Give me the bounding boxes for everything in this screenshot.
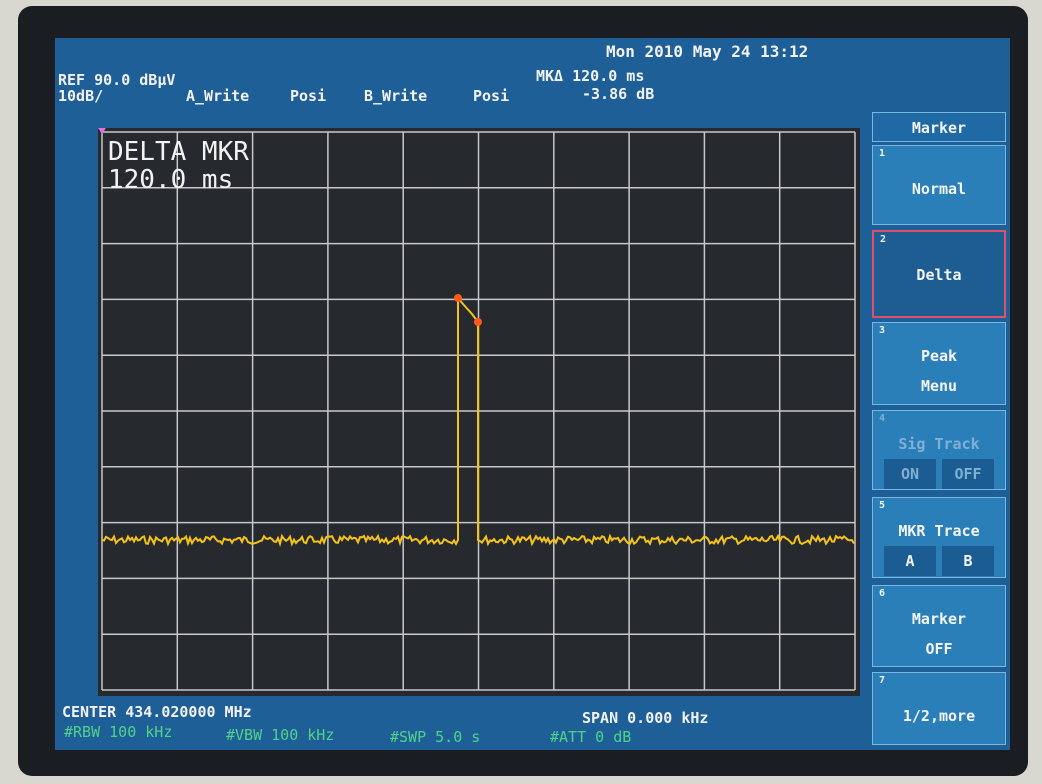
marker-delta-point — [474, 318, 482, 326]
trace-b-mode: Posi — [473, 87, 510, 105]
sweep: #SWP 5.0 s — [390, 728, 481, 746]
rbw: #RBW 100 kHz — [64, 723, 173, 741]
attenuation: #ATT 0 dB — [550, 728, 632, 746]
softkey[interactable]: 7 1/2,more — [872, 672, 1006, 745]
softkey[interactable]: 3 Peak Menu — [872, 322, 1006, 405]
softkey-number: 7 — [879, 675, 886, 686]
vbw: #VBW 100 kHz — [226, 726, 335, 744]
softkey-option: OFF — [942, 459, 994, 489]
softkey-label: MKR Trace A B — [873, 498, 1005, 576]
softkey-number: 1 — [879, 148, 886, 159]
softkey-line: Menu — [920, 377, 958, 395]
softkey-line: OFF — [925, 640, 953, 658]
marker-title: DELTA MKR — [108, 137, 249, 167]
softkey-label: Sig Track ON OFF — [873, 411, 1005, 489]
softkey[interactable]: 5 MKR Trace A B — [872, 497, 1006, 578]
softkey[interactable]: 6 Marker OFF — [872, 585, 1006, 667]
marker-delta: MKΔ 120.0 ms — [536, 67, 645, 85]
softkey[interactable]: 2 Delta — [872, 230, 1006, 318]
marker-level: -3.86 dB — [582, 85, 655, 103]
softkey-line: 1/2,more — [902, 707, 976, 725]
softkey-label: Peak Menu — [873, 323, 1005, 401]
softkey-line: MKR Trace — [898, 522, 980, 540]
plot — [98, 128, 860, 696]
trace — [101, 295, 855, 548]
marker-ref — [454, 294, 462, 302]
scale: 10dB/ — [58, 87, 104, 105]
trace-b: B_Write — [364, 87, 428, 105]
trace-a-mode: Posi — [290, 87, 327, 105]
softkey-line: Sig Track — [898, 435, 980, 453]
softkey-line: Normal — [911, 180, 967, 198]
softkey-line: Marker — [911, 610, 967, 628]
softkey-option: ON — [884, 459, 936, 489]
softkey-option: B — [942, 546, 994, 576]
softkey-line: Delta — [916, 266, 962, 284]
softkey-label: 1/2,more — [873, 673, 1005, 731]
center-freq: CENTER 434.020000 MHz — [62, 703, 252, 721]
softkey-number: 5 — [879, 500, 886, 511]
softkey-number: 6 — [879, 588, 886, 599]
softkey-number: 4 — [879, 413, 886, 424]
datetime: Mon 2010 May 24 13:12 — [606, 42, 809, 61]
softkey[interactable]: 4 Sig Track ON OFF — [872, 410, 1006, 490]
trace-a: A_Write — [186, 87, 250, 105]
softkey-line: Peak — [920, 347, 958, 365]
span: SPAN 0.000 kHz — [582, 709, 709, 727]
softkey-label: Delta — [874, 232, 1004, 290]
softkey[interactable]: 1 Normal — [872, 145, 1006, 225]
softkey-label: Marker OFF — [873, 586, 1005, 664]
softkey-title: Marker — [872, 112, 1006, 142]
softkey-option: A — [884, 546, 936, 576]
ref-marker — [98, 128, 106, 134]
softkey-label: Normal — [873, 146, 1005, 204]
softkey-number: 2 — [880, 234, 887, 245]
softkey-number: 3 — [879, 325, 886, 336]
marker-value: 120.0 ms — [108, 165, 234, 195]
ref-level: REF 90.0 dBµV — [58, 71, 176, 89]
softkey-options: ON OFF — [873, 459, 1005, 489]
